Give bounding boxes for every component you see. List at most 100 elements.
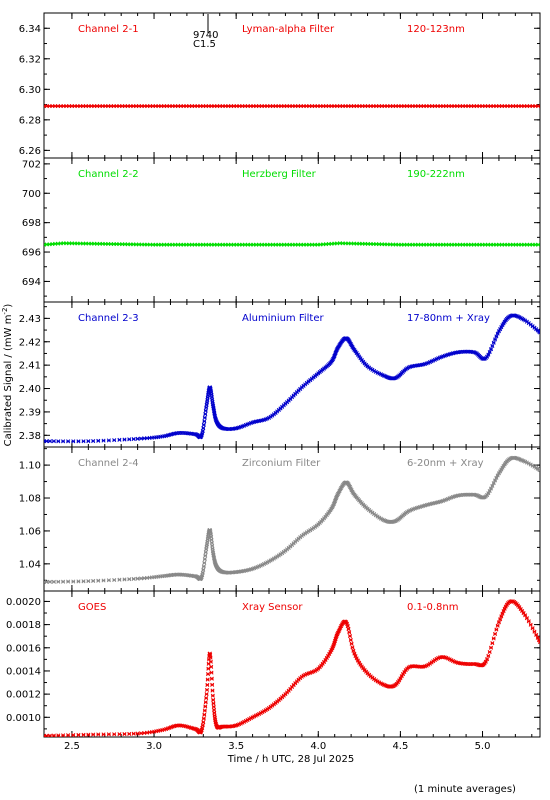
data-point <box>491 340 496 345</box>
data-series <box>44 599 540 737</box>
panel-1: 6.26 6.28 6.30 6.32 6.34 Channel 2-1 Lyman-alp… <box>19 12 541 159</box>
data-point <box>486 653 491 658</box>
data-point <box>106 578 111 583</box>
data-point <box>494 627 499 632</box>
data-point <box>488 347 494 352</box>
data-point <box>127 731 132 736</box>
data-point <box>211 701 216 706</box>
panel-band-label: 6-20nm + Xray <box>407 458 484 469</box>
y-tick-label: 1.04 <box>19 559 41 570</box>
data-point <box>66 579 71 584</box>
data-point <box>202 708 207 713</box>
data-point <box>86 732 91 737</box>
data-point <box>346 626 351 632</box>
data-point <box>208 659 213 664</box>
y-tick-label: 6.34 <box>19 24 41 35</box>
y-tick-label: 696 <box>22 248 41 259</box>
flare-marker-label-bottom: C1.5 <box>193 39 216 50</box>
data-point <box>526 619 531 624</box>
data-point <box>400 672 406 677</box>
data-point <box>71 439 76 444</box>
data-point <box>51 733 56 737</box>
data-point <box>206 666 211 671</box>
data-point <box>139 731 144 736</box>
data-series <box>44 313 540 444</box>
data-point <box>205 682 210 687</box>
data-point <box>106 732 111 737</box>
data-series <box>44 455 540 585</box>
data-point <box>488 645 494 650</box>
data-point <box>71 733 76 737</box>
data-point <box>81 439 86 444</box>
data-point <box>201 716 206 721</box>
data-point <box>202 415 207 420</box>
data-point <box>524 616 529 621</box>
y-tick-label: 1.08 <box>19 494 41 505</box>
data-point <box>495 331 500 336</box>
data-point <box>351 648 356 653</box>
data-point <box>127 437 132 442</box>
data-point <box>201 422 206 427</box>
data-point <box>61 733 66 737</box>
data-point <box>101 578 106 583</box>
flare-marker: 9740 C1.5 <box>193 14 218 50</box>
data-point <box>487 350 492 355</box>
data-point <box>86 439 91 444</box>
data-point <box>202 419 207 424</box>
y-tick-label: 698 <box>22 218 41 229</box>
y-tick-label: 700 <box>22 189 41 200</box>
data-point <box>490 641 495 646</box>
data-point <box>347 633 353 639</box>
data-point <box>127 577 132 582</box>
y-tick-label: 0.0014 <box>6 666 41 677</box>
data-point <box>535 635 540 640</box>
data-point <box>91 732 96 737</box>
data-point <box>345 624 350 629</box>
data-point <box>61 439 66 444</box>
y-axis-label-superscript: -2 <box>1 308 9 315</box>
averaging-footnote: (1 minute averages) <box>414 784 516 795</box>
y-tick-label: 2.43 <box>19 314 41 325</box>
data-point <box>135 731 140 736</box>
data-point <box>203 704 208 709</box>
panel-channel-label: Channel 2-1 <box>78 24 139 35</box>
data-point <box>51 579 56 584</box>
panel-channel-label: Channel 2-2 <box>78 169 139 180</box>
data-point <box>91 438 96 444</box>
data-point <box>350 645 355 650</box>
y-tick-label: 6.32 <box>19 54 41 65</box>
y-tick-label: 0.0016 <box>6 643 41 654</box>
data-point <box>203 408 208 413</box>
flare-marker-label-top: 9740 <box>193 30 218 41</box>
data-point <box>200 723 205 728</box>
data-point <box>502 606 507 611</box>
data-point <box>202 560 207 565</box>
panel-filter-label: Aluminium Filter <box>242 313 325 324</box>
data-point <box>348 637 353 642</box>
data-point <box>354 656 359 661</box>
data-point <box>500 611 505 616</box>
data-point <box>324 655 329 660</box>
data-point <box>122 731 127 737</box>
y-axis-label-close: ) <box>3 304 14 308</box>
data-point <box>530 626 535 631</box>
data-point <box>499 325 504 330</box>
data-point <box>537 639 540 645</box>
data-point <box>534 632 539 637</box>
data-point <box>211 704 216 709</box>
data-point <box>204 687 210 692</box>
data-point <box>490 343 495 349</box>
data-point <box>210 693 215 698</box>
data-point <box>91 578 96 583</box>
data-point <box>205 672 211 677</box>
data-point <box>209 676 214 681</box>
x-tick-label: 4.5 <box>392 741 408 752</box>
data-point <box>96 578 101 583</box>
panel-channel-label: Channel 2-4 <box>78 458 139 469</box>
data-point <box>44 579 49 584</box>
data-point <box>494 334 499 339</box>
data-point <box>205 677 210 682</box>
panel-filter-label: Xray Sensor <box>242 602 303 613</box>
panel-band-label: 120-123nm <box>407 24 465 35</box>
data-point <box>112 438 117 443</box>
